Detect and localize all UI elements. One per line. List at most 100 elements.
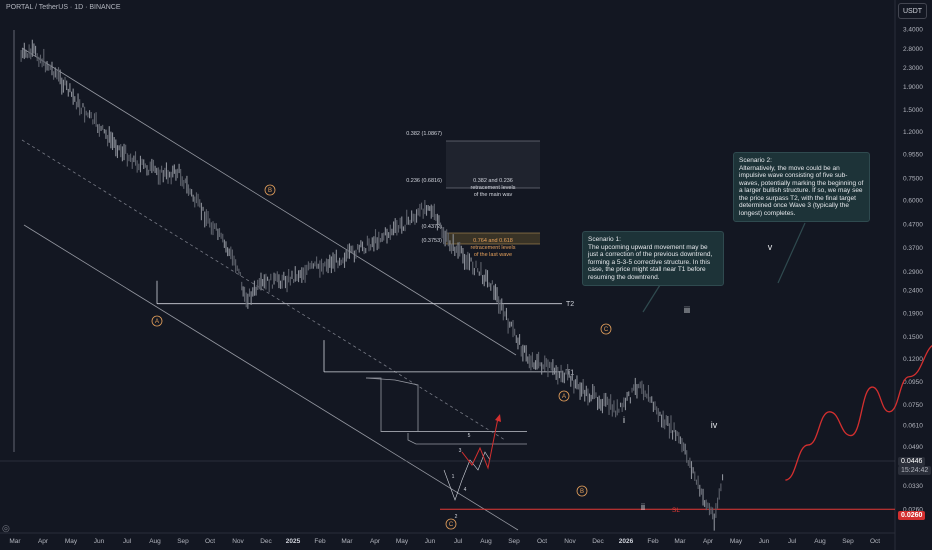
range-box-right	[365, 377, 419, 432]
wave-label-w5: 5	[468, 433, 471, 439]
y-tick-label: 3.4000	[903, 27, 923, 34]
scenario1-pointer	[642, 284, 661, 313]
y-tick-label: 0.6000	[903, 197, 923, 204]
x-tick-label: Jun	[425, 538, 436, 545]
x-tick-label: 2025	[286, 538, 301, 545]
y-tick-label: 0.1500	[903, 334, 923, 341]
sl-level-label: SL	[672, 507, 680, 514]
range-box-bottom	[407, 433, 527, 445]
fib-main-text2: retracement levels	[471, 185, 516, 191]
y-tick-label: 0.1900	[903, 311, 923, 318]
x-tick-label: Aug	[814, 538, 826, 545]
y-tick-label: 0.7500	[903, 175, 923, 182]
range-box-left	[366, 377, 382, 432]
y-tick-label: 0.0750	[903, 402, 923, 409]
fib-last-text1: 0.764 and 0.618	[473, 238, 513, 244]
countdown-label: 15:24:42	[898, 466, 932, 475]
wave-label-c: C	[449, 522, 454, 528]
x-tick-label: Mar	[9, 538, 21, 545]
scenario2-text: Alternatively, the move could be an impu…	[739, 164, 864, 217]
y-tick-label: 0.0610	[903, 422, 923, 429]
x-tick-label: Jun	[759, 538, 770, 545]
fib-box-last	[446, 233, 540, 244]
fib-last-text2: retracement levels	[471, 245, 516, 251]
fib-last-text3: of the last wave	[474, 252, 512, 258]
wave-label-proj-a-circle	[558, 390, 570, 402]
x-tick-label: Feb	[314, 538, 326, 545]
y-tick-label: 0.0950	[903, 379, 923, 386]
y-tick-label: 2.8000	[903, 46, 923, 53]
fib-last-level1-label: (0.4372)	[422, 224, 443, 230]
channel-upper-line	[21, 47, 517, 356]
current-price-label: 0.0446	[898, 457, 926, 466]
x-tick-label: Jul	[123, 538, 132, 545]
y-tick-label: 1.9000	[903, 84, 923, 91]
wave-label-ii: ii	[641, 502, 645, 512]
y-tick-label: 0.0330	[903, 483, 923, 490]
wave-label-iii: iii	[684, 305, 690, 315]
currency-selector[interactable]: USDT	[898, 3, 927, 19]
x-tick-label: 2026	[619, 538, 634, 545]
x-tick-label: Oct	[205, 538, 215, 545]
wave-label-c-circle	[445, 518, 457, 530]
wave-label-proj-c-circle	[600, 323, 612, 335]
x-tick-label: Apr	[370, 538, 381, 545]
projection-short-path	[461, 417, 499, 470]
fib-last-level2-label: (0.3753)	[422, 238, 443, 244]
y-tick-label: 0.4700	[903, 221, 923, 228]
x-tick-label: Sep	[508, 538, 520, 545]
wave-label-v: v	[768, 242, 773, 252]
fib-main-level1-label: 0.382 (1.0867)	[406, 131, 442, 137]
scenario2-pointer	[777, 222, 806, 284]
wave-label-w3: 3	[459, 448, 462, 454]
box-top-line	[381, 431, 527, 432]
y-tick-label: 0.0260	[903, 506, 923, 513]
sl-price-label: 0.0260	[898, 511, 926, 520]
x-tick-label: Dec	[260, 538, 272, 545]
y-tick-label: 0.3700	[903, 245, 923, 252]
x-tick-label: Dec	[592, 538, 604, 545]
fib-main-level2-label: 0.236 (0.6816)	[406, 178, 442, 184]
wave-label-proj-b: B	[580, 489, 584, 495]
wave-label-w4: 4	[464, 487, 467, 493]
x-tick-label: May	[396, 538, 409, 545]
wave-label-w2: 2	[455, 514, 458, 520]
fib-box-main	[446, 141, 540, 188]
t2-level-label: T2	[566, 301, 574, 308]
projection-short-arrow	[495, 414, 501, 422]
channel-mid-line	[21, 139, 506, 441]
x-tick-label: Feb	[647, 538, 659, 545]
projection-bearish-path	[785, 345, 932, 481]
x-tick-label: Apr	[703, 538, 714, 545]
x-tick-label: Oct	[870, 538, 880, 545]
x-tick-label: Sep	[177, 538, 189, 545]
y-tick-label: 1.5000	[903, 107, 923, 114]
wave-label-w1: 1	[452, 474, 455, 480]
fib-main-text1: 0.382 and 0.236	[473, 178, 513, 184]
x-tick-label: May	[65, 538, 78, 545]
x-tick-label: Jun	[94, 538, 105, 545]
x-tick-label: May	[730, 538, 743, 545]
symbol-title: PORTAL / TetherUS · 1D · BINANCE	[6, 4, 121, 11]
x-tick-label: Sep	[842, 538, 854, 545]
y-tick-label: 0.2400	[903, 288, 923, 295]
wave-label-iv: iv	[711, 420, 718, 430]
fib-main-text3: of the main wav	[474, 192, 513, 198]
wave-label-proj-c: C	[604, 327, 609, 333]
x-tick-label: Mar	[674, 538, 686, 545]
y-tick-label: 0.1200	[903, 356, 923, 363]
scenario1-title: Scenario 1:	[588, 236, 621, 243]
scenario2-title: Scenario 2:	[739, 157, 772, 164]
wave-label-proj-b-circle	[576, 485, 588, 497]
wave-label-b-circle	[264, 184, 276, 196]
wave-label-b: B	[268, 188, 272, 194]
y-tick-label: 2.3000	[903, 65, 923, 72]
scenario1-callout: Scenario 1: The upcoming upward movement…	[582, 231, 724, 286]
x-tick-label: Aug	[149, 538, 161, 545]
wave-label-a-circle	[151, 315, 163, 327]
t1-level-label: T1	[566, 369, 574, 376]
x-tick-label: Nov	[232, 538, 244, 545]
x-tick-label: Aug	[480, 538, 492, 545]
y-tick-label: 0.9550	[903, 152, 923, 159]
